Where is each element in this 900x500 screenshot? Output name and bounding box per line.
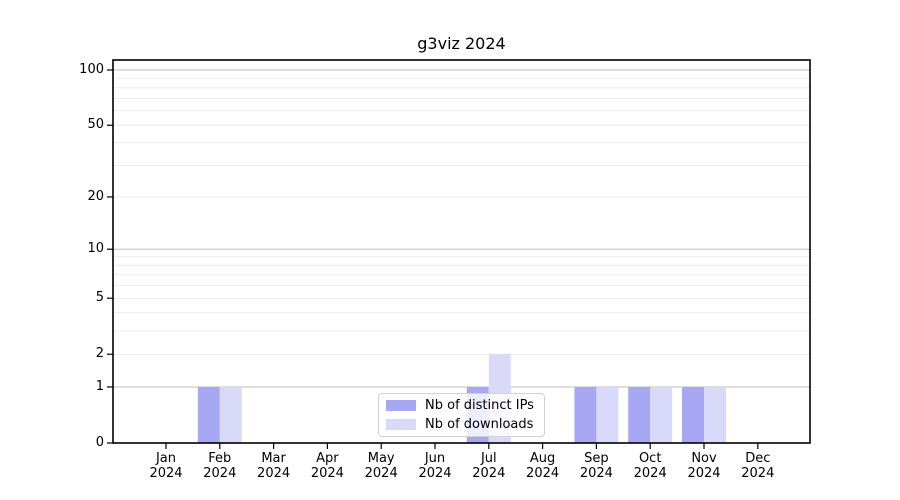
x-tick-label: Feb 2024 xyxy=(203,451,237,481)
y-tick-label: 20 xyxy=(87,188,104,204)
bar-downloads-oct xyxy=(650,386,673,443)
x-tick-label: Jan 2024 xyxy=(149,451,183,481)
legend-swatch-downloads xyxy=(386,419,416,430)
y-tick-label: 50 xyxy=(87,117,104,133)
legend: Nb of distinct IPs Nb of downloads xyxy=(378,393,545,437)
x-tick-label: Apr 2024 xyxy=(310,451,344,481)
legend-label-downloads: Nb of downloads xyxy=(425,417,534,432)
axes-frame xyxy=(112,59,811,444)
chart-title: g3viz 2024 xyxy=(417,34,506,53)
bar-downloads-nov xyxy=(704,386,726,443)
y-tick-label: 100 xyxy=(79,62,104,77)
x-tick-label: Dec 2024 xyxy=(741,451,775,481)
x-tick-label: Mar 2024 xyxy=(257,451,291,481)
bar-distinct-ips-nov xyxy=(682,386,704,443)
legend-item-downloads: Nb of downloads xyxy=(386,417,537,433)
x-tick-label: Aug 2024 xyxy=(526,451,560,481)
legend-label-distinct-ips: Nb of distinct IPs xyxy=(425,398,534,413)
y-tick-label: 0 xyxy=(95,435,104,450)
bar-distinct-ips-oct xyxy=(628,386,651,443)
x-tick-label: Nov 2024 xyxy=(687,451,721,481)
y-tick-label: 10 xyxy=(87,241,104,257)
y-tick-label: 1 xyxy=(95,378,104,394)
bar-distinct-ips-feb xyxy=(197,386,220,443)
bar-distinct-ips-sep xyxy=(574,386,597,443)
bar-downloads-feb xyxy=(219,386,242,443)
x-tick-label: Oct 2024 xyxy=(633,451,667,481)
legend-swatch-distinct-ips xyxy=(386,400,416,411)
y-tick-label: 5 xyxy=(95,290,104,306)
x-tick-label: May 2024 xyxy=(364,451,398,481)
legend-item-distinct-ips: Nb of distinct IPs xyxy=(386,398,537,414)
x-tick-label: Sep 2024 xyxy=(579,451,613,481)
x-tick-label: Jul 2024 xyxy=(472,451,506,481)
x-tick-label: Jun 2024 xyxy=(418,451,452,481)
y-tick-label: 2 xyxy=(95,346,104,362)
bar-downloads-sep xyxy=(596,386,619,443)
